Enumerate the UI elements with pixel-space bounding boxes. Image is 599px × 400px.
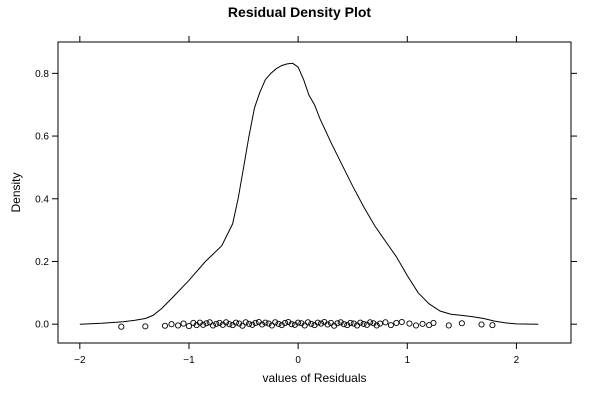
y-tick-label: 0.2 <box>35 257 49 268</box>
rug-point <box>382 319 389 326</box>
rug-point <box>203 320 210 327</box>
rug-point <box>350 320 357 327</box>
rug-point <box>252 319 259 326</box>
x-axis-title: values of Residuals <box>262 371 366 385</box>
rug-point <box>317 320 325 327</box>
x-tick-label: −1 <box>183 355 195 366</box>
plot-frame <box>57 41 572 344</box>
rug-point <box>445 322 452 329</box>
rug-point <box>327 319 334 326</box>
rug-point <box>393 319 400 326</box>
density-curve <box>79 62 539 325</box>
rug-point <box>340 321 348 328</box>
rug-point <box>226 321 233 328</box>
rug-point <box>301 322 308 329</box>
rug-point <box>216 319 223 326</box>
rug-point <box>308 320 315 327</box>
rug-point <box>259 321 266 328</box>
x-tick-label: 1 <box>404 355 410 366</box>
y-tick-label: 0.8 <box>35 69 49 80</box>
rug-point <box>295 319 302 326</box>
rug-point <box>175 322 182 329</box>
rug-point <box>347 319 354 326</box>
rug-point <box>142 323 149 330</box>
rug-point <box>213 320 220 327</box>
rug-point <box>262 319 269 326</box>
rug-point <box>161 322 169 329</box>
x-tick-label: 0 <box>295 355 301 366</box>
rug-point <box>118 323 125 330</box>
y-tick-label: 0.4 <box>35 194 49 205</box>
rug-point <box>406 320 413 327</box>
rug-point <box>337 319 344 326</box>
rug-point <box>265 320 272 327</box>
x-tick-label: 2 <box>514 355 520 366</box>
rug-point <box>376 320 384 327</box>
rug-point <box>357 319 364 326</box>
x-tick-label: −2 <box>74 355 86 366</box>
rug-point <box>478 321 485 328</box>
rug-point <box>275 320 282 327</box>
rug-point <box>268 322 275 329</box>
rug-point <box>249 321 256 328</box>
rug-point <box>281 319 289 326</box>
rug-point <box>324 321 331 328</box>
rug-point <box>209 322 217 329</box>
rug-point <box>489 322 496 329</box>
rug-point <box>334 320 341 327</box>
rug-point <box>373 322 380 329</box>
rug-point <box>180 320 187 327</box>
rug-point <box>245 320 253 327</box>
rug-point <box>185 323 193 330</box>
rug-point <box>223 319 230 326</box>
rug-point <box>304 319 312 326</box>
rug-point <box>419 320 426 327</box>
y-axis-title: Density <box>9 172 23 212</box>
rug-point <box>458 320 465 327</box>
rug-point <box>360 320 367 327</box>
y-tick-label: 0.0 <box>35 320 49 331</box>
rug-point <box>412 322 420 329</box>
rug-point <box>232 319 239 326</box>
rug-point <box>168 321 175 328</box>
rug-point <box>367 319 374 326</box>
rug-point <box>272 319 279 326</box>
rug-point <box>430 319 437 326</box>
rug-point <box>239 322 246 329</box>
rug-point <box>314 319 321 326</box>
rug-point <box>206 319 213 326</box>
rug-point <box>242 319 249 326</box>
rug-point <box>288 321 295 328</box>
rug-point <box>387 322 394 329</box>
rug-point <box>200 321 207 328</box>
rug-point <box>398 318 405 326</box>
chart-title: Residual Density Plot <box>227 4 372 20</box>
y-tick-label: 0.6 <box>35 132 49 143</box>
